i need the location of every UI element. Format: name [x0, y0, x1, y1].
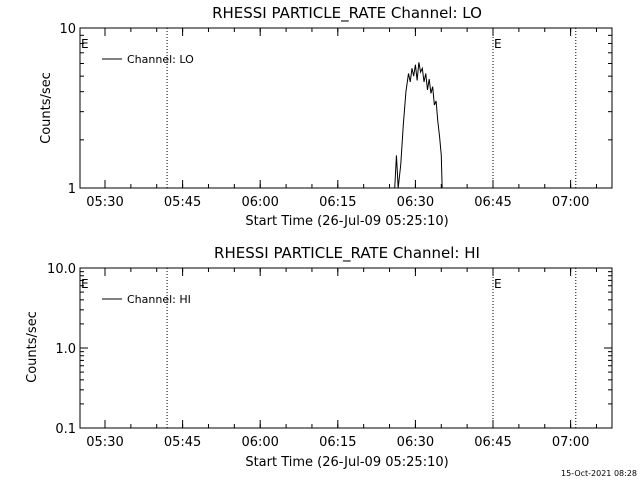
panel-lo-x-tick-label: 06:15 [319, 195, 356, 210]
panel-lo-y-tick-label: 10 [59, 22, 76, 37]
panel-lo-x-tick-label: 06:00 [241, 195, 278, 210]
panel-lo-title: RHESSI PARTICLE_RATE Channel: LO [212, 4, 482, 23]
panel-hi-y-tick-label: 0.1 [55, 422, 76, 437]
panel-hi-title: RHESSI PARTICLE_RATE Channel: HI [214, 244, 480, 263]
panel-lo-x-tick-label: 06:45 [474, 195, 511, 210]
panel-lo-event-marker: E [81, 37, 89, 51]
panel-lo-xlabel: Start Time (26-Jul-09 05:25:10) [245, 214, 448, 229]
panel-lo-x-tick-label: 05:45 [164, 195, 201, 210]
panel-hi-x-tick-label: 07:00 [552, 435, 589, 450]
panel-lo-x-tick-label: 07:00 [552, 195, 589, 210]
footer-timestamp: 15-Oct-2021 08:28 [561, 469, 637, 478]
panel-lo-y-tick-label: 1 [68, 182, 76, 197]
panel-hi-event-marker: E [494, 277, 502, 291]
panel-hi-x-tick-label: 06:45 [474, 435, 511, 450]
panel-hi-ylabel: Counts/sec [25, 311, 40, 383]
panel-hi-x-tick-label: 05:30 [86, 435, 123, 450]
panel-hi-y-tick-label: 10.0 [47, 262, 76, 277]
panel-hi-legend-label: Channel: HI [127, 293, 191, 306]
panel-lo-axes-frame [79, 27, 613, 189]
panel-hi-axes-frame [79, 267, 613, 429]
panel-hi-x-tick-label: 06:00 [241, 435, 278, 450]
panel-lo-ylabel: Counts/sec [39, 72, 54, 144]
panel-lo-series-line [394, 62, 443, 188]
panel-lo-x-tick-label: 06:30 [397, 195, 434, 210]
panel-hi-x-tick-label: 06:15 [319, 435, 356, 450]
panel-hi-xlabel: Start Time (26-Jul-09 05:25:10) [245, 455, 448, 470]
panel-lo-x-tick-label: 05:30 [86, 195, 123, 210]
panel-lo-event-marker: E [494, 37, 502, 51]
panel-lo-plot: 05:30 05:45 06:00 06:15 06:30 06:45 07:00 1 10 E E [59, 22, 613, 210]
panel-hi-x-tick-label: 06:30 [397, 435, 434, 450]
panel-lo-legend-label: Channel: LO [127, 53, 194, 66]
panel-hi-event-marker: E [81, 277, 89, 291]
panel-hi-plot: 05:30 05:45 06:00 06:15 06:30 06:45 07:00 0.1 1.… [47, 262, 613, 450]
panel-hi-y-tick-label: 1.0 [55, 342, 76, 357]
panel-hi-x-tick-label: 05:45 [164, 435, 201, 450]
